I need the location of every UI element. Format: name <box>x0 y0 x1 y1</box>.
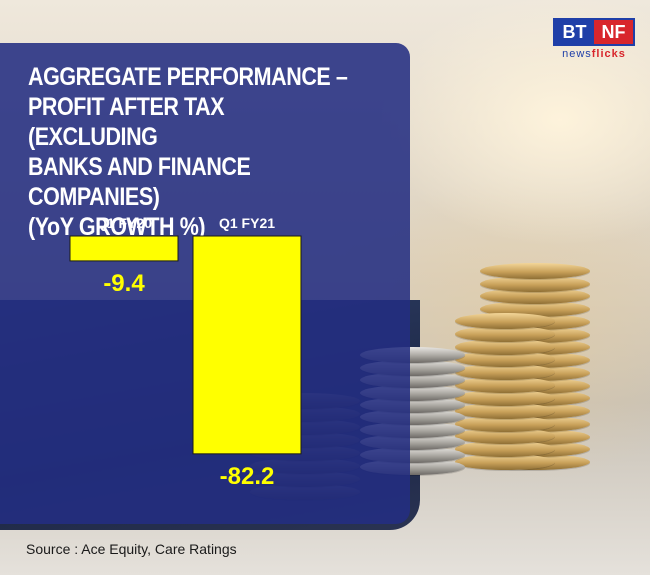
chart-title-line: AGGREGATE PERFORMANCE – <box>28 63 348 91</box>
chart-title-line: PROFIT AFTER TAX (EXCLUDING <box>28 93 225 151</box>
value-label: -9.4 <box>103 270 145 297</box>
logo-box: BT NF <box>553 18 635 46</box>
coin <box>480 275 590 292</box>
coin <box>480 288 590 305</box>
bar-group: Q1 FY21 -82.2 <box>192 215 302 490</box>
coin <box>455 325 555 342</box>
chart-title: AGGREGATE PERFORMANCE – PROFIT AFTER TAX… <box>28 62 355 242</box>
logo-sub-flicks: flicks <box>591 48 626 60</box>
category-label: Q1 FY21 <box>219 215 275 231</box>
coin <box>455 402 555 419</box>
bar-group: Q1 FY20 -9.4 <box>69 215 179 297</box>
coin <box>455 454 555 470</box>
coin <box>455 377 555 393</box>
coin <box>455 338 555 355</box>
logo-bt: BT <box>555 20 594 44</box>
category-label: Q1 FY20 <box>96 215 152 231</box>
coin <box>480 262 590 279</box>
logo-nf: NF <box>594 20 633 44</box>
value-label: -82.2 <box>220 463 275 490</box>
coin <box>455 364 555 381</box>
coin <box>455 428 555 445</box>
coin <box>455 415 555 432</box>
coin-stack-right-mid <box>455 300 555 470</box>
source-note: Source : Ace Equity, Care Ratings <box>26 541 237 557</box>
chart-title-line: BANKS AND FINANCE COMPANIES) <box>28 153 251 211</box>
bar <box>69 235 179 262</box>
logo-sub-news: news <box>562 48 592 60</box>
bt-newsflicks-logo: BT NF newsflicks <box>553 18 635 60</box>
coin <box>455 312 555 329</box>
coin <box>455 351 555 368</box>
coin <box>455 389 555 406</box>
logo-subtitle: newsflicks <box>553 48 635 60</box>
bar <box>192 235 302 455</box>
coin <box>455 441 555 458</box>
